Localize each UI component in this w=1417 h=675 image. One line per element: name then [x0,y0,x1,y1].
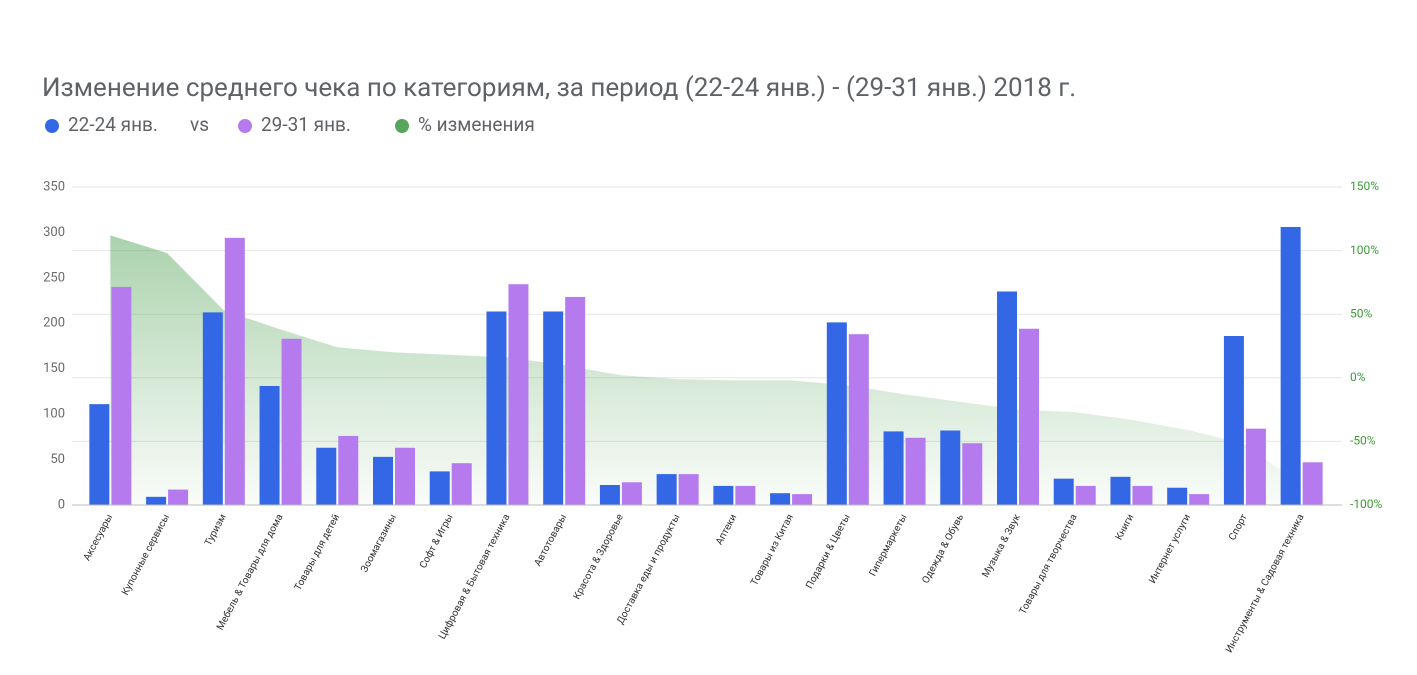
bar [565,296,586,505]
x-tick-label: Аксесуары [82,512,116,562]
bar [316,447,337,505]
y2-tick-label: 50% [1350,306,1372,320]
x-tick-label: Зоомагазины [359,512,399,574]
bar [1223,336,1244,505]
bar [338,435,359,505]
y2-tick-label: 100% [1350,243,1379,257]
bar [792,494,813,505]
bar [1189,494,1210,505]
bar [621,482,642,505]
legend-dot [45,119,59,133]
y-tick-label: 150 [43,361,65,376]
x-tick-label: Книги [1114,512,1137,542]
bar [826,322,847,505]
x-tick-label: Товары для детей [293,512,343,592]
legend-dot [395,119,409,133]
bar [1132,485,1153,505]
legend-label: 29-31 янв. [261,113,351,136]
bar [599,485,620,505]
y-tick-label: 200 [43,316,65,331]
bar [770,493,791,505]
y2-tick-label: 150% [1350,179,1379,193]
bar [111,286,132,505]
y-tick-label: 300 [43,225,65,240]
x-tick-label: Аптеки [714,512,739,547]
bar [1053,478,1074,505]
x-tick-label: Мебель & Товары для дома [214,512,285,632]
bar [1245,428,1266,505]
bar [713,485,734,505]
legend-label: 22-24 янв. [68,113,158,136]
x-tick-label: Софт & Игры [417,512,456,570]
x-tick-label: Гипермаркеты [868,512,910,578]
legend-label: % изменения [418,113,535,136]
x-tick-label: Подарки & Цветы [804,512,853,590]
bar [940,430,961,505]
x-tick-label: Одежда & Обувь [920,512,967,585]
bar [89,404,110,505]
bar [997,291,1017,505]
bar [1280,226,1301,505]
bar [486,311,507,505]
x-tick-label: Интернет услуги [1147,512,1193,585]
bar [962,443,983,505]
y-tick-label: 250 [43,270,65,285]
bar [678,474,699,505]
bar [281,338,302,505]
bar [259,385,280,505]
x-tick-label: Товары для творчества [1018,512,1080,616]
bar [508,284,529,505]
bar [883,431,904,505]
x-tick-label: Купонные сервисы [120,512,172,597]
bar [395,447,415,505]
bar [373,456,393,505]
y-tick-label: 50 [50,452,65,467]
bar [543,311,564,505]
legend-dot [238,119,252,133]
x-tick-label: Спорт [1227,512,1250,542]
y-tick-label: 100 [43,407,65,422]
bar [1110,476,1131,505]
bar [848,334,869,505]
bar [1167,487,1188,505]
bar [146,496,167,505]
chart-title: Изменение среднего чека по категориям, з… [42,73,1076,103]
bar [1302,462,1323,505]
x-tick-label: Музыка & Звук [980,512,1023,580]
y2-tick-label: -100% [1350,497,1383,511]
y2-tick-label: 0% [1350,370,1366,384]
bar [905,437,926,505]
x-tick-label: Туризм [203,512,229,547]
bar [429,471,450,505]
x-tick-label: Красота & Здоровье [572,512,626,601]
legend-text: vs [190,113,209,136]
y2-tick-label: -50% [1350,434,1376,448]
x-tick-label: Доставка еды и продукты [615,512,682,626]
bar [224,237,245,505]
bar [451,463,472,505]
bar [735,485,756,505]
bar [656,474,677,505]
bar [168,489,189,505]
bar [1019,328,1039,505]
y-tick-label: 350 [43,179,65,194]
x-tick-label: Товары из Китая [749,512,796,587]
bar [202,312,223,505]
y-tick-label: 0 [58,497,65,512]
bar [1075,485,1096,505]
x-tick-label: Автотовары [533,512,570,568]
